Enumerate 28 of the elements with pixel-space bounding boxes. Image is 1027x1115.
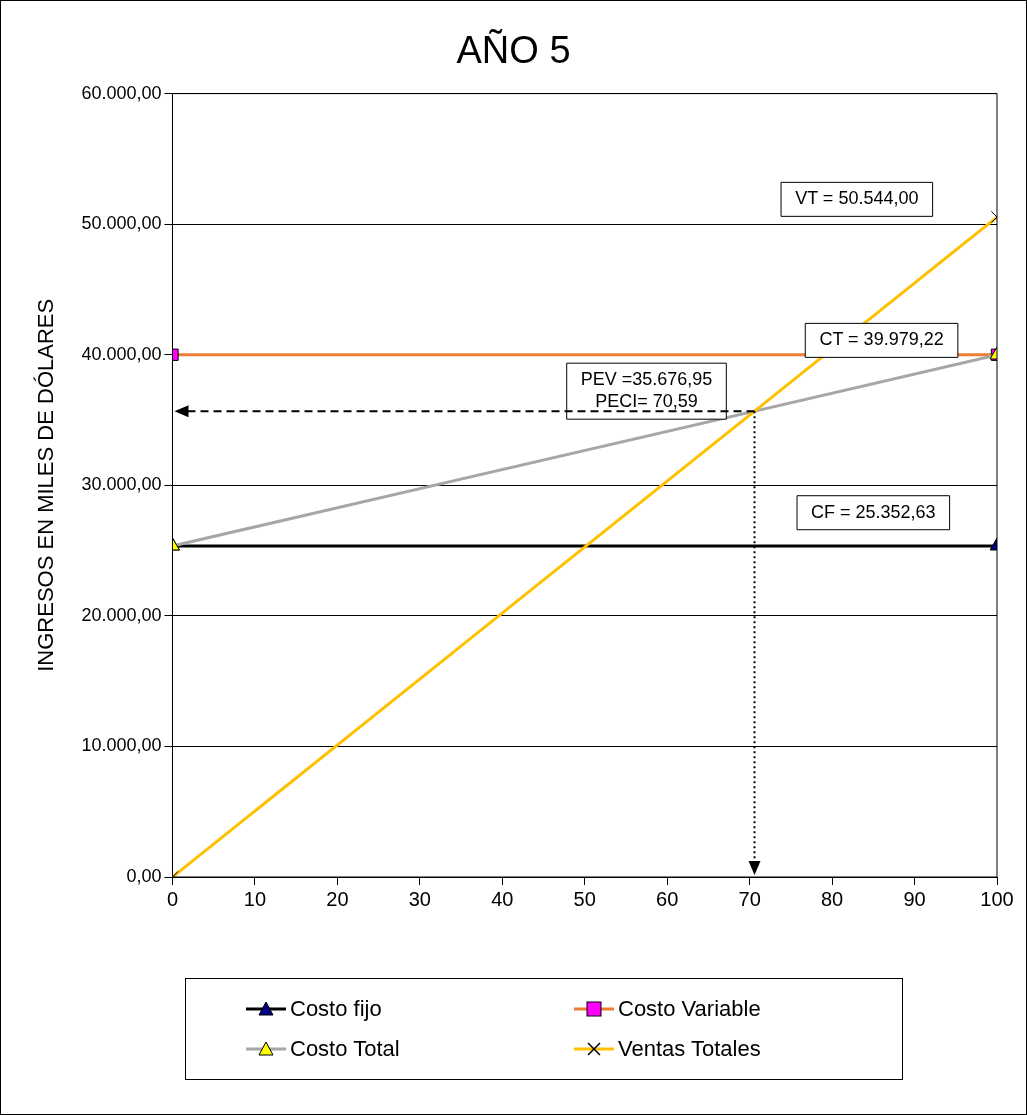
y-tick-label: 0,00 [126,865,162,886]
x-tick-label: 40 [491,887,514,910]
annotation: VT = 50.544,00 [795,188,919,209]
x-tick-label: 90 [903,887,926,910]
legend-label: Costo fijo [290,996,382,1022]
x-tick-label: 50 [573,887,596,910]
x-tick-label: 0 [166,887,179,910]
y-tick-label: 10.000,00 [81,735,162,756]
x-tick-label: 30 [408,887,431,910]
legend-label: Costo Variable [618,996,761,1022]
y-tick-label: 40.000,00 [81,343,162,364]
y-tick-label: 20.000,00 [81,604,162,625]
y-tick-label: 50.000,00 [81,213,162,234]
annotation: CF = 25.352,63 [811,501,936,522]
x-tick-label: 70 [738,887,761,910]
y-axis-title: INGRESOS EN MILES DE DÓLARES [33,298,59,672]
y-tick-label: 60.000,00 [81,82,162,103]
x-tick-label: 80 [820,887,844,910]
annotation: PEV =35.676,95 PECI= 70,59 [580,369,713,412]
annotation: CT = 39.979,22 [819,329,944,350]
legend-label: Ventas Totales [618,1036,761,1062]
chart-title: AÑO 5 [456,29,571,72]
x-tick-label: 10 [243,887,267,910]
y-tick-label: 30.000,00 [81,474,162,495]
x-tick-label: 60 [656,887,679,910]
x-tick-label: 20 [326,887,349,910]
x-tick-label: 100 [980,887,1014,910]
legend-label: Costo Total [290,1036,400,1062]
